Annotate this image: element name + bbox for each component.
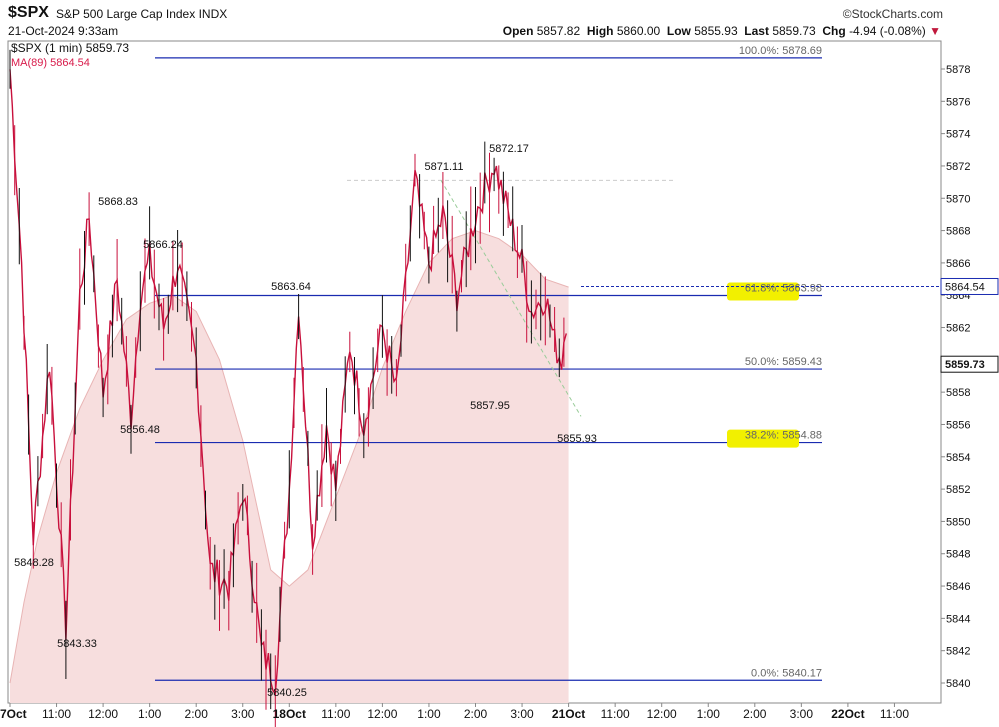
last-label: Last — [744, 24, 769, 38]
x-tick-label: 17Oct — [0, 707, 27, 721]
y-tick-label: 5848 — [946, 549, 970, 561]
low-label: Low — [666, 24, 691, 38]
fib-label: 50.0%: 5859.43 — [745, 356, 822, 368]
chart-datetime: 21-Oct-2024 9:33am — [8, 24, 119, 38]
x-tick-label: 2:00 — [464, 707, 488, 721]
y-tick-label: 5872 — [946, 161, 970, 173]
high-value: 5860.00 — [616, 24, 661, 38]
y-tick-label: 5868 — [946, 226, 970, 238]
x-tick-label: 18Oct — [273, 707, 306, 721]
y-tick-label: 5878 — [946, 64, 970, 76]
index-name: S&P 500 Large Cap Index INDX — [56, 7, 227, 21]
x-tick-label: 1:00 — [138, 707, 162, 721]
x-tick-label: 2:00 — [743, 707, 767, 721]
x-tick-label: 1:00 — [697, 707, 721, 721]
x-tick-label: 11:00 — [42, 707, 71, 721]
price-annotation: 5843.33 — [57, 638, 97, 650]
symbol[interactable]: $SPX — [8, 4, 49, 21]
x-tick-label: 11:00 — [880, 707, 909, 721]
chart-subheader: 21-Oct-2024 9:33am Open 5857.82 High 586… — [0, 24, 999, 40]
fib-highlight — [727, 429, 799, 448]
y-tick-label: 5840 — [946, 678, 970, 690]
open-value: 5857.82 — [536, 24, 581, 38]
y-tick-label: 5852 — [946, 484, 970, 496]
ma-line — [9, 230, 569, 684]
legend-ma: MA(89) 5864.54 — [11, 57, 90, 69]
x-tick-label: 21Oct — [552, 707, 585, 721]
price-layer — [9, 49, 567, 727]
annotation-layer: 5868.83 5866.24 5863.64 5871.11 5872.17 5857.… — [14, 143, 597, 699]
last-price-tag: 5859.73 — [945, 359, 985, 371]
fib-label: 38.2%: 5854.88 — [745, 430, 822, 442]
x-axis: 17Oct 11:00 12:00 1:00 2:00 3:00 18Oct 11:00 12:… — [0, 703, 909, 721]
x-tick-label: 12:00 — [367, 707, 397, 721]
y-tick-label: 5850 — [946, 516, 970, 528]
fib-label: 100.0%: 5878.69 — [739, 45, 822, 57]
ma-price-tag-box — [940, 277, 999, 295]
index-full-name: S&P 500 Large Cap Index — [56, 7, 196, 21]
y-tick-label: 5874 — [946, 129, 970, 141]
fib-label: 61.8%: 5863.98 — [745, 283, 822, 295]
retrace-line — [440, 180, 582, 417]
price-annotation: 5855.93 — [557, 433, 597, 445]
brand[interactable]: ©StockCharts.com — [842, 7, 943, 21]
y-tick-label: 5876 — [946, 96, 970, 108]
ma-layer — [9, 230, 569, 703]
y-tick-label: 5862 — [946, 323, 970, 335]
price-annotation: 5872.17 — [489, 143, 529, 155]
open-label: Open — [502, 24, 534, 38]
x-tick-label: 3:00 — [510, 707, 534, 721]
x-tick-label: 3:00 — [790, 707, 814, 721]
x-tick-label: 2:00 — [185, 707, 209, 721]
x-tick-label: 12:00 — [88, 707, 118, 721]
y-tick-label: 5870 — [946, 193, 970, 205]
price-annotation: 5871.11 — [425, 161, 464, 173]
exchange: INDX — [198, 7, 228, 21]
y-tick-label: 5856 — [946, 419, 970, 431]
price-annotation: 5866.24 — [143, 239, 183, 251]
price-annotation: 5863.64 — [271, 281, 311, 293]
high-label: High — [586, 24, 614, 38]
legend-series: $SPX (1 min) 5859.73 — [11, 41, 129, 55]
ma-area — [10, 230, 569, 703]
x-tick-label: 11:00 — [601, 707, 630, 721]
price-annotation: 5856.48 — [120, 424, 160, 436]
low-value: 5855.93 — [694, 24, 738, 38]
last-price-tag-box — [940, 355, 999, 373]
chg-value: -4.94 (-0.08%) — [849, 24, 926, 38]
last-value: 5859.73 — [772, 24, 816, 38]
x-tick-label: 11:00 — [321, 707, 350, 721]
chart-header: $SPX S&P 500 Large Cap Index INDX ©Stock… — [0, 4, 999, 24]
price-annotation: 5868.83 — [98, 196, 138, 208]
chg-label: Chg — [822, 24, 846, 38]
x-tick-label: 3:00 — [231, 707, 255, 721]
ma-price-tag: 5864.54 — [945, 281, 985, 293]
fib-highlight — [727, 282, 799, 301]
down-arrow-icon: ▼ — [929, 24, 941, 38]
y-tick-label: 5846 — [946, 581, 970, 593]
y-axis: 5878587658745872587058685866586458625860… — [940, 64, 999, 690]
ohlc-summary: Open 5857.82 High 5860.00 Low 5855.93 La… — [503, 24, 941, 38]
x-tick-label: 12:00 — [647, 707, 677, 721]
y-tick-label: 5866 — [946, 258, 970, 270]
y-tick-label: 5854 — [946, 452, 970, 464]
price-annotation: 5848.28 — [14, 557, 54, 569]
x-tick-label: 22Oct — [831, 707, 864, 721]
y-tick-label: 5842 — [946, 646, 970, 658]
price-annotation: 5857.95 — [470, 400, 510, 412]
fib-label: 0.0%: 5840.17 — [751, 667, 822, 679]
fib-layer: 100.0%: 5878.69 61.8%: 5863.98 50.0%: 5859… — [155, 45, 941, 681]
y-tick-label: 5858 — [946, 387, 970, 399]
y-tick-label: 5844 — [946, 613, 970, 625]
x-tick-label: 1:00 — [417, 707, 441, 721]
price-annotation: 5840.25 — [267, 687, 307, 699]
